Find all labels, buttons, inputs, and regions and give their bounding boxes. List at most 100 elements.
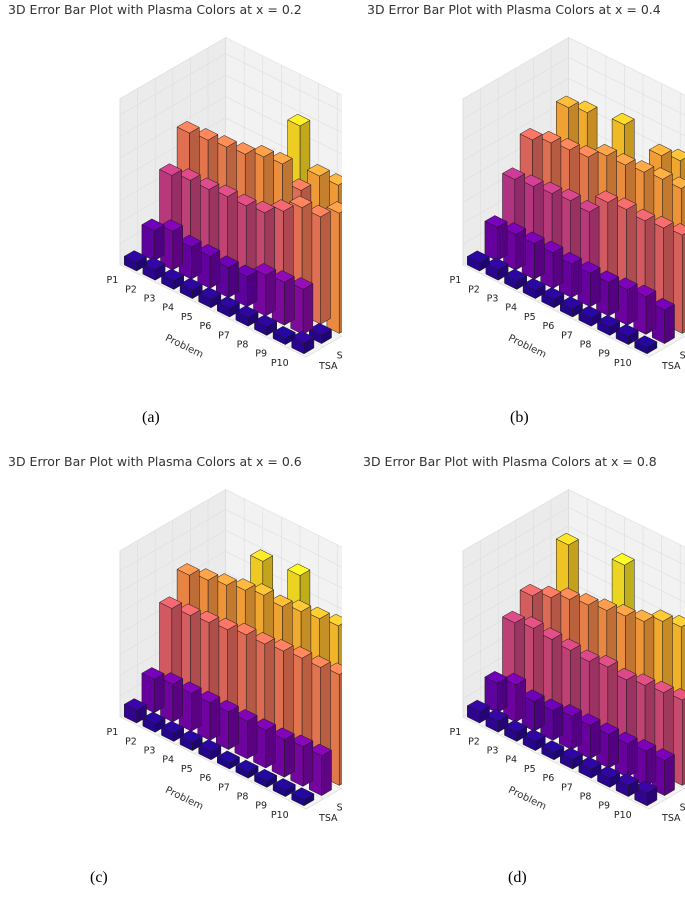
bar-P10-TSA [291,787,315,807]
bar-P1-SHADE [484,671,508,714]
bar-top-face [613,667,637,681]
bar-top-face [556,587,581,600]
bar-P10-TSA [291,330,315,355]
panel-caption: (a) [142,409,160,426]
bar-side-face [320,210,331,325]
bar-top-face [291,330,315,344]
bar-top-face [308,322,333,336]
bar-top-face [160,268,185,282]
chart-title: 3D Error Bar Plot with Plasma Colors at … [367,2,661,17]
chart-title: 3D Error Bar Plot with Plasma Colors at … [8,2,302,17]
bar-P7-SHADE [252,718,277,769]
bar-top-face [234,264,258,277]
bar-top-face [501,610,526,624]
bar-top-face [196,610,220,623]
x-tick-label: P8 [580,792,592,803]
y-tick-label: TSA [661,361,681,372]
bar-top-face [307,655,332,668]
bar-side-face [589,719,601,760]
bar-top-face [502,222,527,235]
x-tick-label: P6 [542,773,554,784]
bar-top-face [485,709,509,722]
bar-side-face [284,733,295,778]
x-tick-label: P2 [125,284,137,295]
bar-P8-TSA [596,314,621,336]
bar-side-face [246,714,258,760]
bar-top-face [521,689,545,702]
bar-top-face [177,603,201,616]
x-axis-label: Problem [163,785,205,813]
bar-top-face [522,729,546,742]
bar-P1-SHADE [141,218,165,262]
bar-top-face [213,135,238,148]
bar-front-face [484,220,498,262]
bars [123,113,342,355]
x-tick-label: P1 [449,275,461,286]
bar-side-face [534,237,545,280]
x-tick-label: P3 [487,746,499,757]
y-axis: TSASHADEL-SHADEPSOABCWCAMethod [318,351,342,372]
bar-top-face [593,598,618,611]
bar-top-face [520,174,544,187]
bar-top-face [519,128,543,141]
bar-side-face [589,267,601,308]
bar-side-face [496,676,508,714]
bar-side-face [627,283,638,326]
bars [123,549,342,807]
x-tick-label: P10 [271,810,289,821]
bar-top-face [123,698,148,711]
bar-P5-TSA [541,740,565,761]
bar-top-face [214,617,239,631]
bar-top-face [555,532,580,546]
bar-top-face [520,616,544,629]
bar-top-face [614,277,638,290]
bar-top-face [158,596,183,609]
bar-P9-SHADE [290,734,314,787]
x-tick-label: P7 [561,330,573,341]
bar-top-face [198,739,222,752]
bar-top-face [250,145,275,158]
bar3d-chart-b: 01234567P1P2P3P4P5P6P7P8P9P10ProblemTSAS… [449,36,685,372]
bar-top-face [538,585,562,599]
bar-P9-SHADE [290,277,314,335]
bar-side-face [302,283,314,335]
bar-top-face [233,193,257,207]
y-axis: TSASHADEL-SHADEPSOABCWCAMethod [318,803,342,824]
bar-side-face [645,290,657,335]
x-tick-label: P7 [561,782,573,793]
bar-P2-TSA [142,257,166,281]
bar-top-face [559,296,584,309]
bar-top-face [649,167,674,180]
bar-top-face [215,699,240,713]
bar-top-face [651,748,676,761]
bar-top-face [577,713,601,726]
y-tick-label: TSA [318,361,338,372]
bar-top-face [632,673,656,686]
bar-top-face [633,739,657,752]
bar-top-face [615,324,639,337]
bar-P10-TSA [634,335,658,355]
bar-side-face [191,240,202,280]
bar-top-face [271,270,295,283]
bar-top-face [179,277,203,291]
bar-top-face [540,698,564,711]
x-axis-label: Problem [163,333,205,361]
bar-side-face [515,678,526,723]
bar-P1-TSA [466,699,491,724]
x-tick-label: P3 [487,294,499,305]
bar-P4-TSA [522,729,546,752]
bar-side-face [191,687,202,732]
bar-side-face [228,705,239,751]
chart-panel-d: 012345678P1P2P3P4P5P6P7P8P9P10ProblemTSA… [343,452,685,897]
x-tick-label: P9 [598,801,610,812]
x-tick-label: P10 [614,810,632,821]
bar-top-face [503,268,528,282]
bars [466,95,685,355]
bar-top-face [667,148,685,162]
x-tick-label: P1 [106,727,118,738]
panel-caption: (d) [508,869,527,886]
bar-top-face [651,298,676,311]
x-tick-label: P1 [449,727,461,738]
bar-side-face [627,737,638,778]
bar-P4-TSA [522,278,546,300]
